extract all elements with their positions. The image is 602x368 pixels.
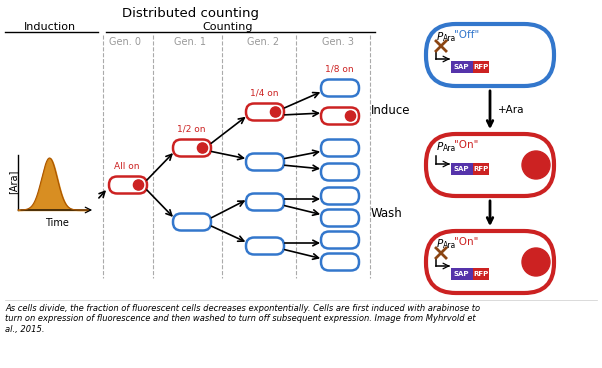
FancyBboxPatch shape (321, 254, 359, 270)
FancyBboxPatch shape (426, 134, 554, 196)
Text: "Off": "Off" (454, 30, 479, 40)
Circle shape (346, 111, 356, 121)
Circle shape (134, 180, 144, 190)
FancyBboxPatch shape (473, 163, 489, 175)
Text: Gen. 0: Gen. 0 (109, 37, 141, 47)
Text: Distributed counting: Distributed counting (122, 7, 258, 20)
Circle shape (197, 143, 208, 153)
FancyBboxPatch shape (173, 139, 211, 156)
Text: "On": "On" (454, 237, 479, 247)
Text: SAP: SAP (453, 271, 469, 277)
Text: 1/8 on: 1/8 on (324, 65, 353, 74)
Circle shape (522, 151, 550, 179)
FancyBboxPatch shape (451, 61, 473, 73)
FancyBboxPatch shape (321, 231, 359, 248)
Circle shape (522, 248, 550, 276)
Text: Induce: Induce (371, 103, 411, 117)
Text: Gen. 2: Gen. 2 (247, 37, 279, 47)
FancyBboxPatch shape (321, 107, 359, 124)
Text: "On": "On" (454, 140, 479, 150)
Text: $P$: $P$ (436, 237, 444, 249)
FancyBboxPatch shape (321, 163, 359, 180)
FancyBboxPatch shape (426, 24, 554, 86)
Text: $P$: $P$ (436, 140, 444, 152)
Text: Ara: Ara (443, 34, 456, 43)
FancyBboxPatch shape (451, 268, 473, 280)
FancyBboxPatch shape (246, 194, 284, 210)
FancyBboxPatch shape (451, 163, 473, 175)
Text: Counting: Counting (203, 22, 253, 32)
Text: Induction: Induction (24, 22, 76, 32)
FancyBboxPatch shape (321, 79, 359, 96)
Text: RFP: RFP (473, 64, 489, 70)
Text: All on: All on (114, 162, 140, 171)
Text: RFP: RFP (473, 271, 489, 277)
FancyBboxPatch shape (321, 188, 359, 205)
Text: Gen. 1: Gen. 1 (174, 37, 206, 47)
Text: [Ara]: [Ara] (8, 170, 18, 194)
Text: SAP: SAP (453, 64, 469, 70)
FancyBboxPatch shape (246, 153, 284, 170)
Text: SAP: SAP (453, 166, 469, 172)
FancyBboxPatch shape (109, 177, 147, 194)
FancyBboxPatch shape (246, 237, 284, 255)
Text: Ara: Ara (443, 241, 456, 250)
FancyBboxPatch shape (473, 61, 489, 73)
FancyBboxPatch shape (173, 213, 211, 230)
Text: Ara: Ara (443, 144, 456, 153)
Text: $P$: $P$ (436, 30, 444, 42)
Text: RFP: RFP (473, 166, 489, 172)
FancyBboxPatch shape (473, 268, 489, 280)
Text: +Ara: +Ara (498, 105, 524, 115)
FancyBboxPatch shape (321, 209, 359, 226)
Text: Wash: Wash (371, 207, 403, 220)
FancyBboxPatch shape (246, 103, 284, 120)
Text: 1/4 on: 1/4 on (250, 89, 278, 98)
Text: Time: Time (45, 218, 69, 228)
Circle shape (270, 107, 281, 117)
Text: 1/2 on: 1/2 on (177, 125, 205, 134)
FancyBboxPatch shape (426, 231, 554, 293)
FancyBboxPatch shape (321, 139, 359, 156)
Text: Gen. 3: Gen. 3 (322, 37, 354, 47)
Text: As cells divide, the fraction of fluorescent cells decreases expontentially. Cel: As cells divide, the fraction of fluores… (5, 304, 480, 334)
